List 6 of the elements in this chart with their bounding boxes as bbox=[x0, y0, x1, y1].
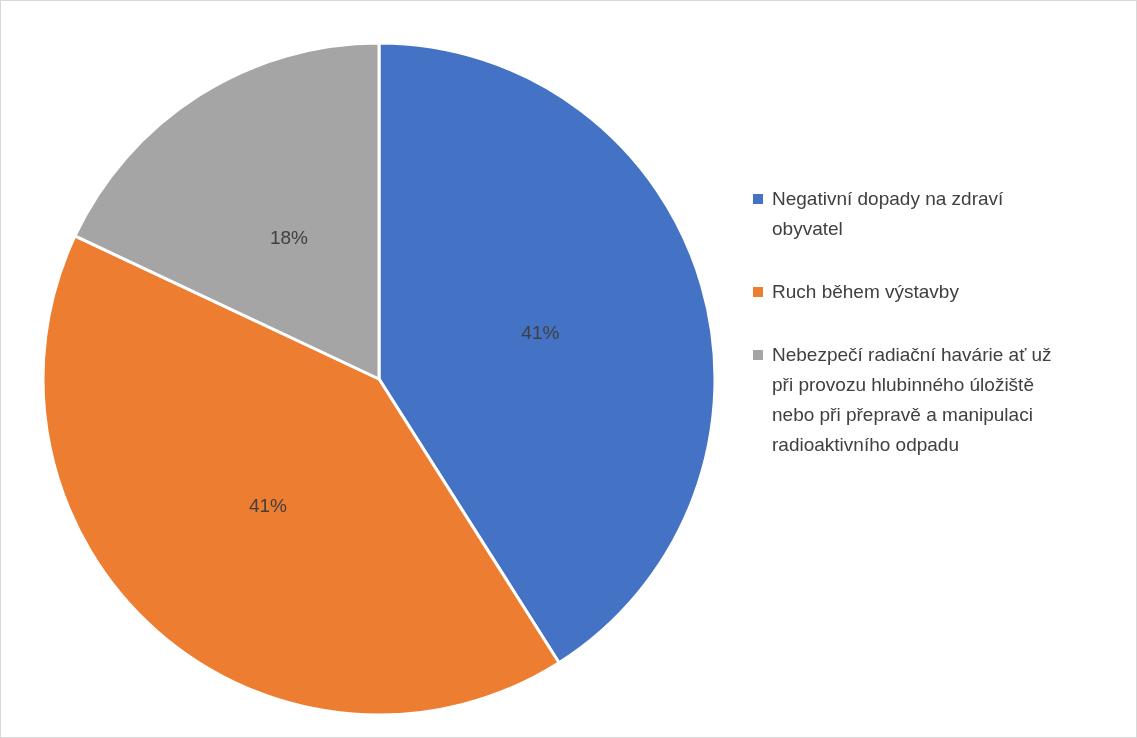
data-label: 41% bbox=[521, 321, 560, 343]
data-label: 18% bbox=[269, 226, 309, 248]
legend-label: Ruch během výstavby bbox=[772, 280, 959, 304]
legend-label: Negativní dopady na zdraví obyvatel bbox=[772, 187, 1005, 241]
legend-label: Nebezpečí radiační havárie ať už při provozu hlubinného úložiště nebo při přepravě a manipulaci radioaktivního odpadu bbox=[772, 343, 1053, 457]
data-label: 41% bbox=[248, 494, 288, 516]
